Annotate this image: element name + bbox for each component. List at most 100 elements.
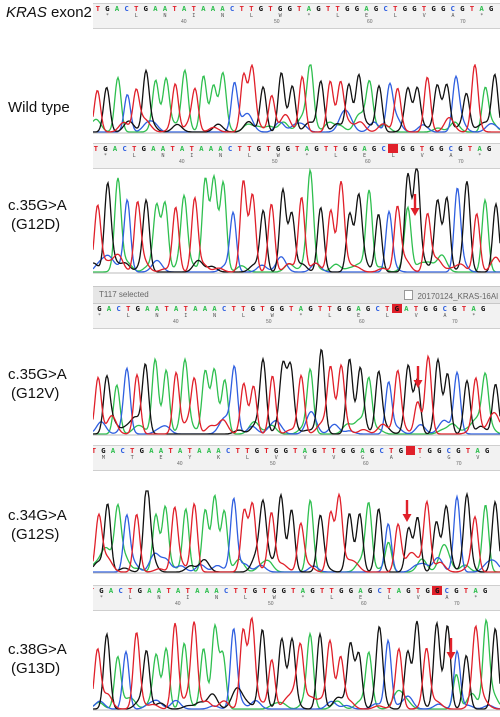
amino-acid: W	[278, 13, 282, 19]
sequence-base: T	[317, 304, 323, 313]
position-label: 60	[363, 461, 369, 467]
trace-a	[93, 617, 500, 710]
sequence-base: A	[149, 446, 154, 455]
amino-acid: I	[190, 153, 194, 159]
sequence-base: T	[413, 304, 419, 313]
chromatogram-trace	[93, 64, 500, 134]
chromatogram-g12d	[93, 168, 500, 280]
amino-acid: L	[245, 455, 249, 461]
sequence-base: G	[486, 144, 492, 153]
amino-acid: A	[389, 455, 393, 461]
sequence-base: G	[354, 4, 360, 13]
sequence-base: T	[245, 446, 250, 455]
label-g12s-protein: (G12S)	[11, 526, 60, 543]
sequence-base: T	[129, 446, 135, 455]
sequence-base: T	[247, 144, 252, 153]
sequence-base: G	[273, 446, 279, 455]
sequence-base: T	[264, 446, 269, 455]
sequence-base: T	[243, 586, 248, 595]
amino-acid: G	[361, 455, 365, 461]
sequence-base: A	[302, 446, 308, 455]
sequence-base: T	[419, 144, 425, 153]
sequence-base: A	[173, 304, 179, 313]
amino-acid: L	[328, 313, 332, 319]
sequence-base: T	[333, 144, 338, 153]
amino-acid: G	[447, 455, 451, 461]
sequence-base: A	[300, 586, 306, 595]
sequence-base: A	[195, 586, 200, 595]
sequence-base: T	[183, 304, 188, 313]
sequence-base: T	[172, 4, 177, 13]
sequence-base: T	[93, 446, 99, 455]
translation-row: * L N I N L W * L E L V A *	[93, 153, 494, 159]
status-bar: T117 selected 20170124_KRAS-16Al	[93, 286, 500, 304]
sequence-base: A	[360, 446, 365, 455]
sequence-base: T	[291, 586, 296, 595]
sequence-base: T	[335, 4, 340, 13]
amino-acid: *	[103, 153, 107, 159]
sequence-base: A	[181, 4, 187, 13]
sequence-base: T	[289, 304, 294, 313]
sequence-base: A	[364, 4, 369, 13]
sequence-base: G	[271, 586, 277, 595]
sequence-base: G	[371, 144, 377, 153]
sequence-base: A	[204, 586, 210, 595]
chromatogram-wild-type	[93, 64, 500, 140]
amino-acid: L	[330, 595, 334, 601]
sequence-base: T	[319, 586, 325, 595]
sequence-base: G	[406, 586, 411, 595]
sequence-base: T	[386, 586, 392, 595]
sequence-base: T	[191, 4, 196, 13]
sequence-base: G	[279, 304, 284, 313]
amino-acid: L	[249, 13, 253, 19]
amino-acid: L	[126, 313, 130, 319]
sequence-base: A	[298, 304, 304, 313]
sequence-base: T	[239, 4, 244, 13]
sequence-base: C	[221, 304, 227, 313]
sequence-bases: TGACTGAATATAAACTTGTGGTAGTTGGAGCTGATGGCGT…	[93, 304, 488, 313]
sequence-base: C	[122, 144, 127, 153]
sequence-base: C	[223, 586, 229, 595]
sequence-base: A	[179, 144, 185, 153]
sequence-base: A	[356, 304, 361, 313]
sequence-base: T	[166, 586, 171, 595]
sequence-base: G	[482, 586, 488, 595]
chromatogram-trace	[93, 168, 500, 274]
sequence-base: G	[287, 4, 292, 13]
amino-acid: L	[132, 153, 136, 159]
sequence-base: G	[392, 304, 402, 313]
sequence-base: T	[421, 4, 427, 13]
amino-acid: N	[215, 595, 219, 601]
amino-acid: I	[184, 313, 188, 319]
position-label: 40	[177, 461, 183, 467]
sequence-base: T	[237, 144, 242, 153]
sequence-base: A	[114, 4, 120, 13]
sequence-base: T	[331, 446, 336, 455]
sequence-base: G	[277, 4, 283, 13]
sequence-base: A	[154, 304, 160, 313]
amino-acid: L	[247, 153, 251, 159]
sequence-base: T	[323, 144, 329, 153]
sequence-base: G	[312, 446, 317, 455]
label-g12d: c.35G>A (G12D)	[8, 196, 67, 234]
amino-acid: A	[443, 313, 447, 319]
position-label: 40	[179, 159, 185, 165]
amino-acid: N	[161, 153, 165, 159]
sequence-base: T	[388, 446, 394, 455]
sequence-base: T	[93, 144, 99, 153]
position-label: 70	[456, 461, 462, 467]
label-g13d: c.38G>A (G13D)	[8, 640, 67, 678]
sequence-base: T	[295, 144, 300, 153]
sequence-base: A	[306, 4, 312, 13]
trace-t	[93, 64, 500, 133]
mutation-arrow-icon	[446, 638, 456, 660]
sequence-base: T	[164, 304, 169, 313]
sequence-base: T	[392, 4, 398, 13]
sequence-base: T	[95, 4, 101, 13]
sequence-base: A	[201, 4, 206, 13]
gene-name: KRAS	[6, 4, 47, 21]
amino-acid: *	[472, 313, 476, 319]
